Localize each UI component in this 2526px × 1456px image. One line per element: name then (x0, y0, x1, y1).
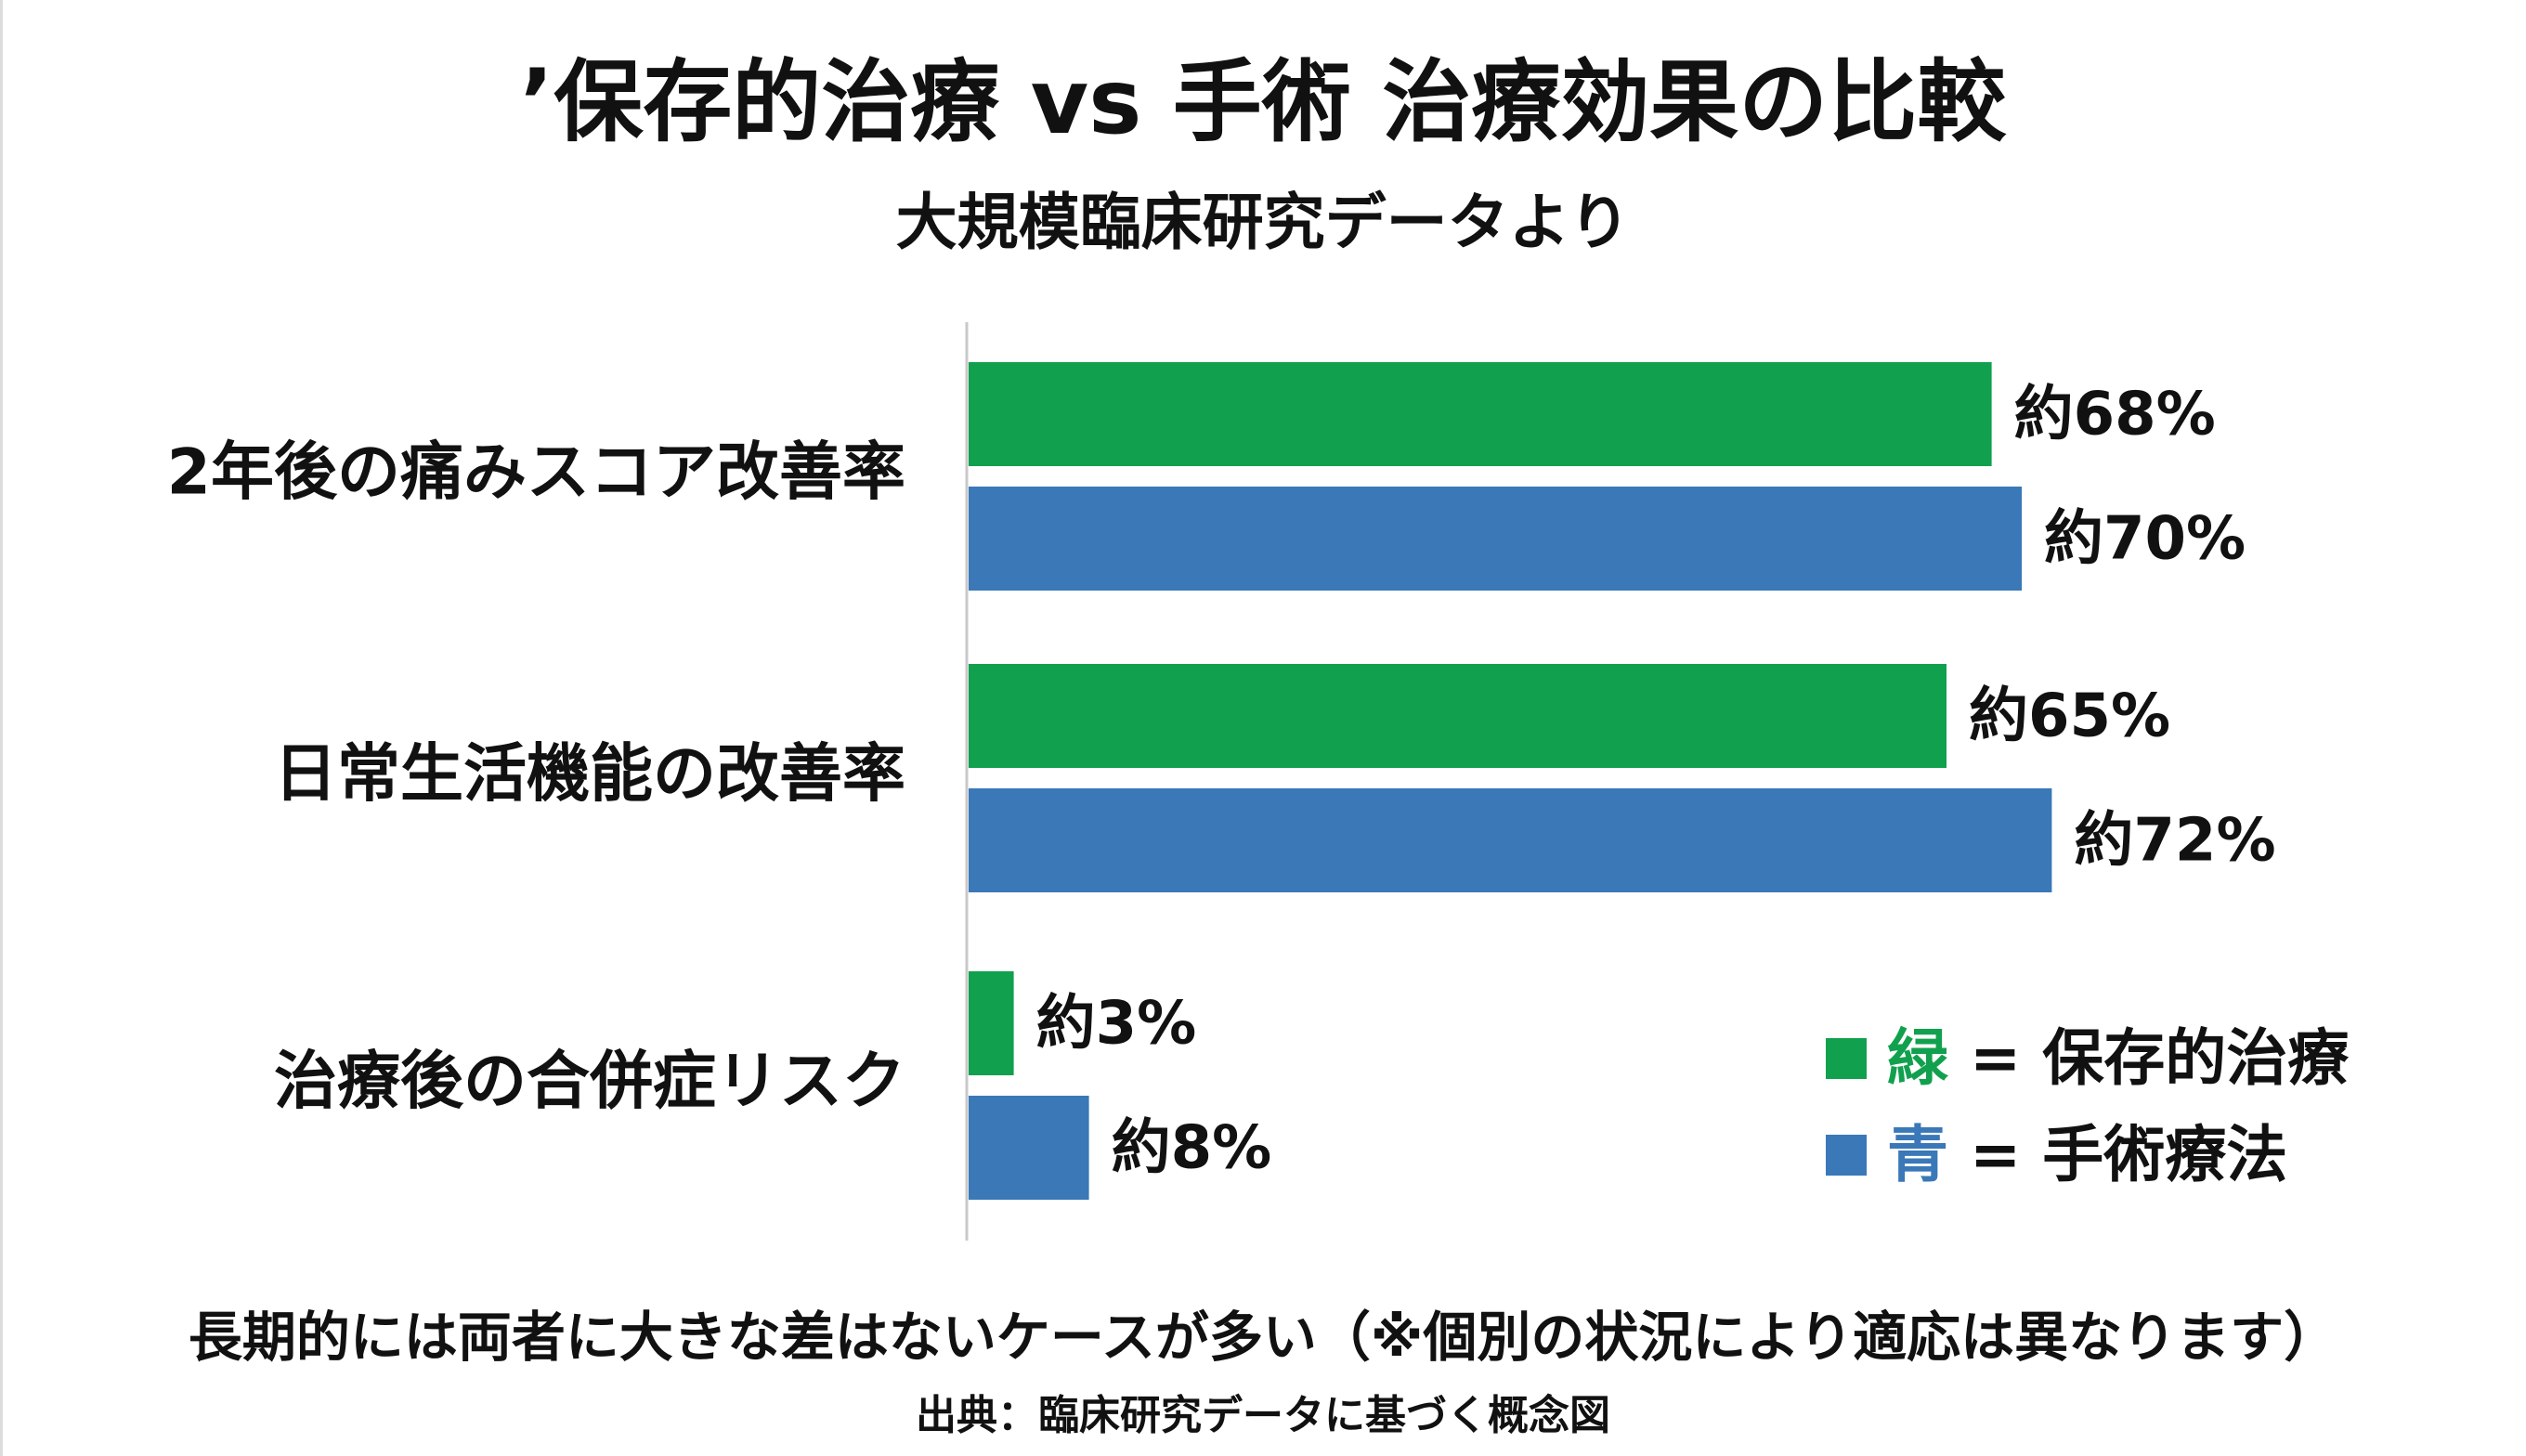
source-note: 出典：臨床研究データに基づく概念図 (916, 1392, 1610, 1439)
legend-swatch-blue (1826, 1135, 1867, 1176)
legend-text: = 手術療法 (1948, 1119, 2288, 1190)
bar-surgery (969, 487, 2022, 591)
category-label: 2年後の痛みスコア改善率 (167, 436, 905, 510)
legend-key: 青 (1887, 1119, 1948, 1190)
footnote: 長期的には両者に大きな差はないケースが多い（※個別の状況により適応は異なります） (188, 1306, 2338, 1369)
page-edge (0, 0, 3, 1456)
data-label: 約3% (1036, 990, 1197, 1059)
bar-conservative (969, 664, 1947, 768)
category-label: 日常生活機能の改善率 (274, 738, 905, 812)
chart-subtitle: 大規模臨床研究データより (895, 187, 1631, 258)
legend-key: 緑 (1887, 1022, 1948, 1094)
data-label: 約68% (2014, 381, 2216, 449)
data-label: 約8% (1112, 1114, 1272, 1183)
bar-surgery (969, 1096, 1089, 1200)
data-label: 約72% (2074, 807, 2275, 876)
legend-text: = 保存的治療 (1948, 1022, 2350, 1094)
data-label: 約70% (2044, 505, 2246, 574)
legend-item-surgery: 青 = 手術療法 (1826, 1113, 2287, 1197)
bar-conservative (969, 971, 1014, 1075)
bar-surgery (969, 788, 2052, 892)
chart-title: ’保存的治療 vs 手術 治療効果の比較 (519, 50, 2007, 154)
legend-item-conservative: 緑 = 保存的治療 (1826, 1017, 2349, 1100)
data-label: 約65% (1969, 682, 2170, 751)
bar-conservative (969, 362, 1992, 466)
legend-swatch-green (1826, 1038, 1867, 1079)
category-label: 治療後の合併症リスク (274, 1046, 905, 1119)
